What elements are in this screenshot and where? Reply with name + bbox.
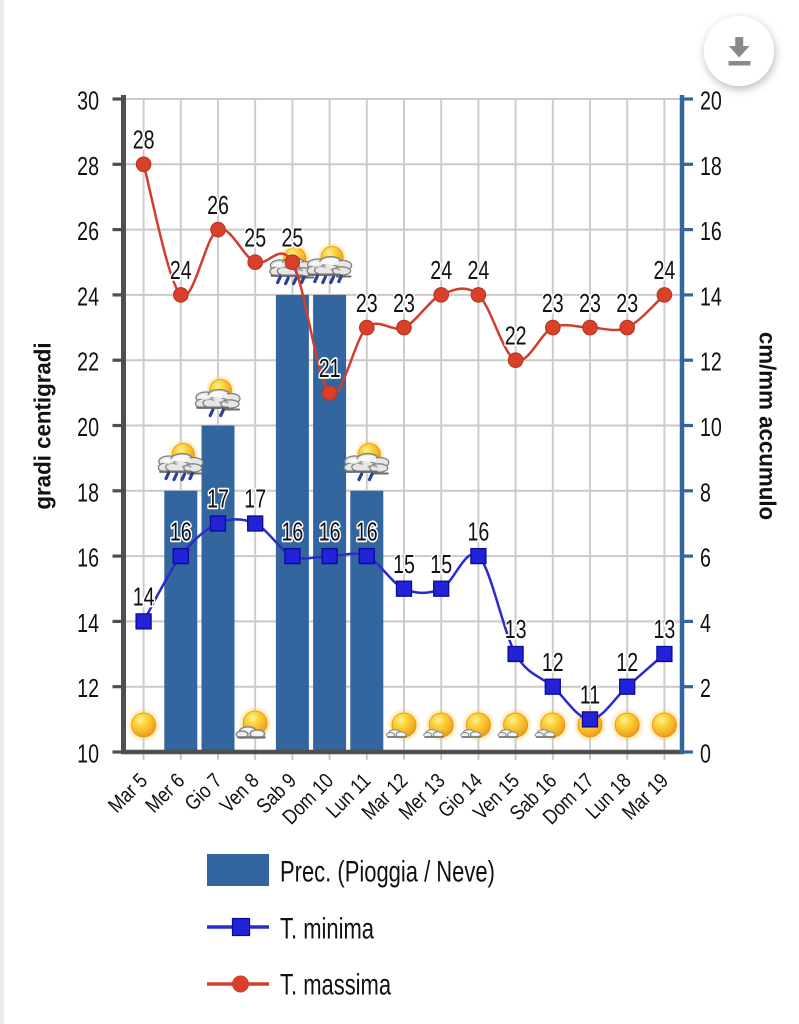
svg-text:20: 20 xyxy=(77,412,99,441)
svg-text:24: 24 xyxy=(170,255,192,284)
svg-text:16: 16 xyxy=(170,517,192,546)
svg-text:23: 23 xyxy=(542,288,564,317)
svg-text:11: 11 xyxy=(580,680,600,709)
svg-text:18: 18 xyxy=(700,151,722,180)
svg-text:T. massima: T. massima xyxy=(280,967,392,1001)
svg-text:24: 24 xyxy=(467,255,489,284)
svg-text:23: 23 xyxy=(579,288,601,317)
svg-text:22: 22 xyxy=(505,321,527,350)
svg-text:24: 24 xyxy=(77,282,99,311)
svg-text:15: 15 xyxy=(393,549,415,578)
svg-text:12: 12 xyxy=(700,347,722,376)
svg-text:28: 28 xyxy=(133,125,155,154)
svg-text:23: 23 xyxy=(356,288,378,317)
svg-text:4: 4 xyxy=(700,608,711,637)
svg-text:16: 16 xyxy=(356,517,378,546)
svg-text:gradi centigradi: gradi centigradi xyxy=(29,342,55,509)
svg-text:14: 14 xyxy=(700,282,722,311)
svg-text:10: 10 xyxy=(77,739,99,768)
svg-text:13: 13 xyxy=(505,614,527,643)
svg-text:6: 6 xyxy=(700,543,711,572)
svg-text:15: 15 xyxy=(430,549,452,578)
svg-text:13: 13 xyxy=(653,614,675,643)
svg-text:T. minima: T. minima xyxy=(280,911,374,945)
svg-text:24: 24 xyxy=(430,255,452,284)
svg-text:2: 2 xyxy=(700,673,711,702)
svg-text:30: 30 xyxy=(77,86,99,115)
svg-text:18: 18 xyxy=(77,478,99,507)
svg-text:26: 26 xyxy=(207,190,229,219)
svg-text:14: 14 xyxy=(133,582,155,611)
svg-text:26: 26 xyxy=(77,216,99,245)
svg-text:16: 16 xyxy=(467,517,489,546)
svg-text:20: 20 xyxy=(700,86,722,115)
svg-text:0: 0 xyxy=(700,739,711,768)
svg-text:17: 17 xyxy=(207,484,229,513)
svg-text:25: 25 xyxy=(244,223,266,252)
svg-text:21: 21 xyxy=(319,353,341,382)
svg-text:28: 28 xyxy=(77,151,99,180)
svg-text:12: 12 xyxy=(542,647,564,676)
svg-text:14: 14 xyxy=(77,608,99,637)
svg-text:17: 17 xyxy=(244,484,266,513)
svg-text:8: 8 xyxy=(700,478,711,507)
svg-text:12: 12 xyxy=(616,647,638,676)
svg-text:16: 16 xyxy=(700,216,722,245)
svg-text:16: 16 xyxy=(281,517,303,546)
svg-text:Prec. (Pioggia / Neve): Prec. (Pioggia / Neve) xyxy=(280,854,495,888)
svg-text:12: 12 xyxy=(77,673,99,702)
svg-text:23: 23 xyxy=(393,288,415,317)
svg-text:23: 23 xyxy=(616,288,638,317)
svg-text:24: 24 xyxy=(653,255,675,284)
svg-text:16: 16 xyxy=(319,517,341,546)
svg-text:25: 25 xyxy=(281,223,303,252)
svg-text:10: 10 xyxy=(700,412,722,441)
svg-text:cm/mm accumulo: cm/mm accumulo xyxy=(754,332,780,520)
svg-text:16: 16 xyxy=(77,543,99,572)
svg-text:22: 22 xyxy=(77,347,99,376)
